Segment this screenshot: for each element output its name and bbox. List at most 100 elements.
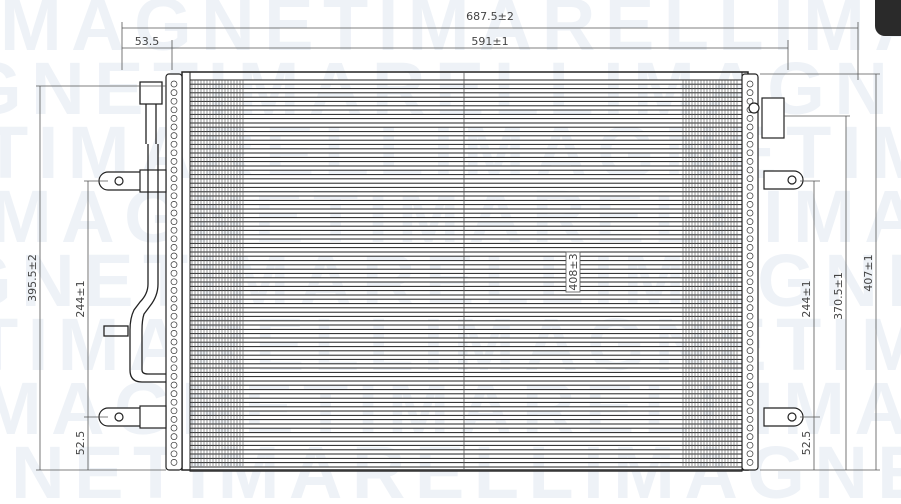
dimension-lines bbox=[36, 22, 880, 471]
bead bbox=[170, 89, 178, 96]
corner-control[interactable] bbox=[875, 0, 901, 36]
tube bbox=[189, 346, 743, 352]
bead bbox=[170, 80, 178, 88]
bead bbox=[746, 244, 754, 251]
tube bbox=[189, 371, 743, 378]
tube bbox=[189, 234, 743, 240]
bead bbox=[170, 347, 178, 354]
bead bbox=[746, 269, 754, 277]
bead bbox=[746, 209, 754, 217]
tube bbox=[189, 191, 743, 197]
bead bbox=[170, 123, 178, 131]
bead bbox=[746, 218, 754, 225]
tube bbox=[189, 182, 743, 188]
bead bbox=[746, 390, 754, 397]
tube bbox=[189, 414, 743, 421]
bead bbox=[170, 441, 178, 449]
bead bbox=[170, 390, 178, 397]
bead bbox=[170, 287, 178, 294]
tube bbox=[189, 285, 743, 292]
bead bbox=[170, 244, 178, 251]
refrigerant-pipe bbox=[103, 81, 166, 383]
bead bbox=[170, 278, 178, 286]
bead bbox=[170, 321, 178, 329]
tube bbox=[189, 208, 743, 214]
bead bbox=[746, 235, 754, 243]
bead bbox=[170, 106, 178, 114]
tube bbox=[189, 260, 743, 266]
bead bbox=[170, 364, 178, 372]
bead bbox=[746, 330, 754, 337]
tube bbox=[189, 217, 743, 223]
tube bbox=[189, 79, 743, 85]
dim-core-width: 591±1 bbox=[471, 35, 508, 48]
tube bbox=[189, 105, 743, 111]
watermark-row: MAGNETIMARELLIMAGNETIMARELLIMAGNETIMAREL… bbox=[0, 0, 901, 66]
bead bbox=[746, 252, 754, 260]
bead bbox=[746, 312, 754, 320]
bead bbox=[746, 450, 754, 458]
tube bbox=[189, 303, 743, 309]
tube bbox=[189, 122, 743, 128]
tube bbox=[189, 363, 743, 369]
bead bbox=[746, 295, 754, 303]
bead bbox=[170, 261, 178, 268]
bead bbox=[170, 312, 178, 320]
left-brackets bbox=[98, 169, 167, 429]
bead bbox=[170, 140, 178, 148]
bead bbox=[746, 441, 754, 449]
bead bbox=[170, 209, 178, 217]
bead bbox=[746, 132, 754, 139]
tube bbox=[189, 113, 743, 120]
bead bbox=[746, 304, 754, 311]
bead bbox=[746, 201, 754, 208]
condenser-tubes bbox=[189, 79, 743, 472]
bead bbox=[746, 416, 754, 423]
tube bbox=[189, 337, 743, 343]
tube bbox=[189, 449, 743, 455]
tube bbox=[189, 131, 743, 137]
tube bbox=[189, 432, 743, 438]
tube bbox=[189, 174, 743, 180]
bead bbox=[170, 433, 178, 440]
bead bbox=[170, 132, 178, 139]
bead bbox=[170, 201, 178, 208]
tube bbox=[189, 88, 743, 94]
tube bbox=[189, 380, 743, 386]
bead bbox=[170, 398, 178, 406]
tube bbox=[189, 440, 743, 446]
bead bbox=[746, 398, 754, 406]
tube bbox=[189, 311, 743, 317]
bead bbox=[746, 433, 754, 440]
bead bbox=[170, 330, 178, 337]
bead bbox=[746, 192, 754, 200]
dim-offset-left: 53.5 bbox=[135, 35, 160, 48]
bead bbox=[170, 218, 178, 225]
bead bbox=[170, 149, 178, 157]
bead bbox=[170, 192, 178, 200]
tube bbox=[189, 148, 743, 154]
bead bbox=[170, 158, 178, 165]
bead bbox=[170, 175, 178, 182]
tube bbox=[189, 165, 743, 171]
bead bbox=[746, 80, 754, 88]
dim-right-bottom: 52.5 bbox=[800, 431, 813, 456]
tube bbox=[189, 156, 743, 163]
bead bbox=[746, 149, 754, 157]
bead bbox=[170, 295, 178, 303]
header-tanks bbox=[165, 73, 759, 471]
bead bbox=[170, 459, 178, 466]
bead bbox=[746, 175, 754, 182]
tube bbox=[189, 397, 743, 403]
bead bbox=[746, 459, 754, 466]
bead bbox=[746, 364, 754, 372]
bead bbox=[170, 450, 178, 458]
bead bbox=[170, 235, 178, 243]
bead bbox=[170, 304, 178, 311]
tube bbox=[189, 457, 743, 464]
tube bbox=[189, 242, 743, 249]
tube bbox=[189, 268, 743, 274]
tube bbox=[189, 354, 743, 360]
tube bbox=[189, 96, 743, 102]
